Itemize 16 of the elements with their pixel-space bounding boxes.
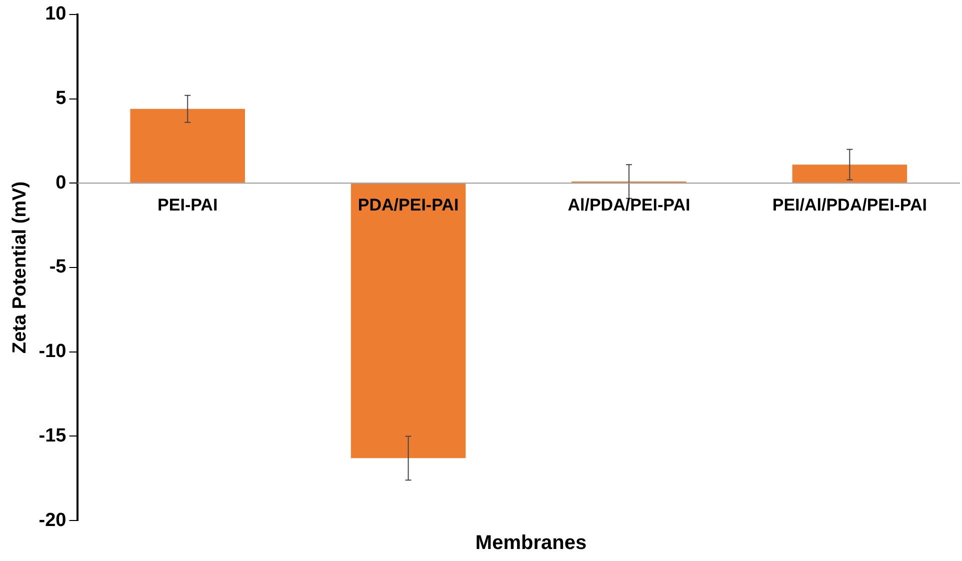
y-tick-label: 5 <box>56 88 67 109</box>
x-tick-label: PDA/PEI-PAI <box>358 195 459 214</box>
y-tick-label: -20 <box>38 510 66 531</box>
y-tick-label: -5 <box>49 256 67 278</box>
y-tick-label: 10 <box>45 4 66 25</box>
bar <box>350 184 466 458</box>
bar <box>130 108 245 183</box>
y-tick-label: -10 <box>38 341 66 362</box>
y-axis-title: Zeta Potential (mV) <box>10 181 31 354</box>
x-tick-label: Al/PDA/PEI-PAI <box>568 195 690 214</box>
x-tick-label: PEI/Al/PDA/PEI-PAI <box>772 195 927 214</box>
y-tick-label: -15 <box>38 425 67 446</box>
x-axis-title: Membranes <box>474 532 588 555</box>
y-tick-label: 0 <box>56 172 66 194</box>
x-tick-label: PEI-PAI <box>158 195 218 214</box>
bar <box>792 164 908 183</box>
